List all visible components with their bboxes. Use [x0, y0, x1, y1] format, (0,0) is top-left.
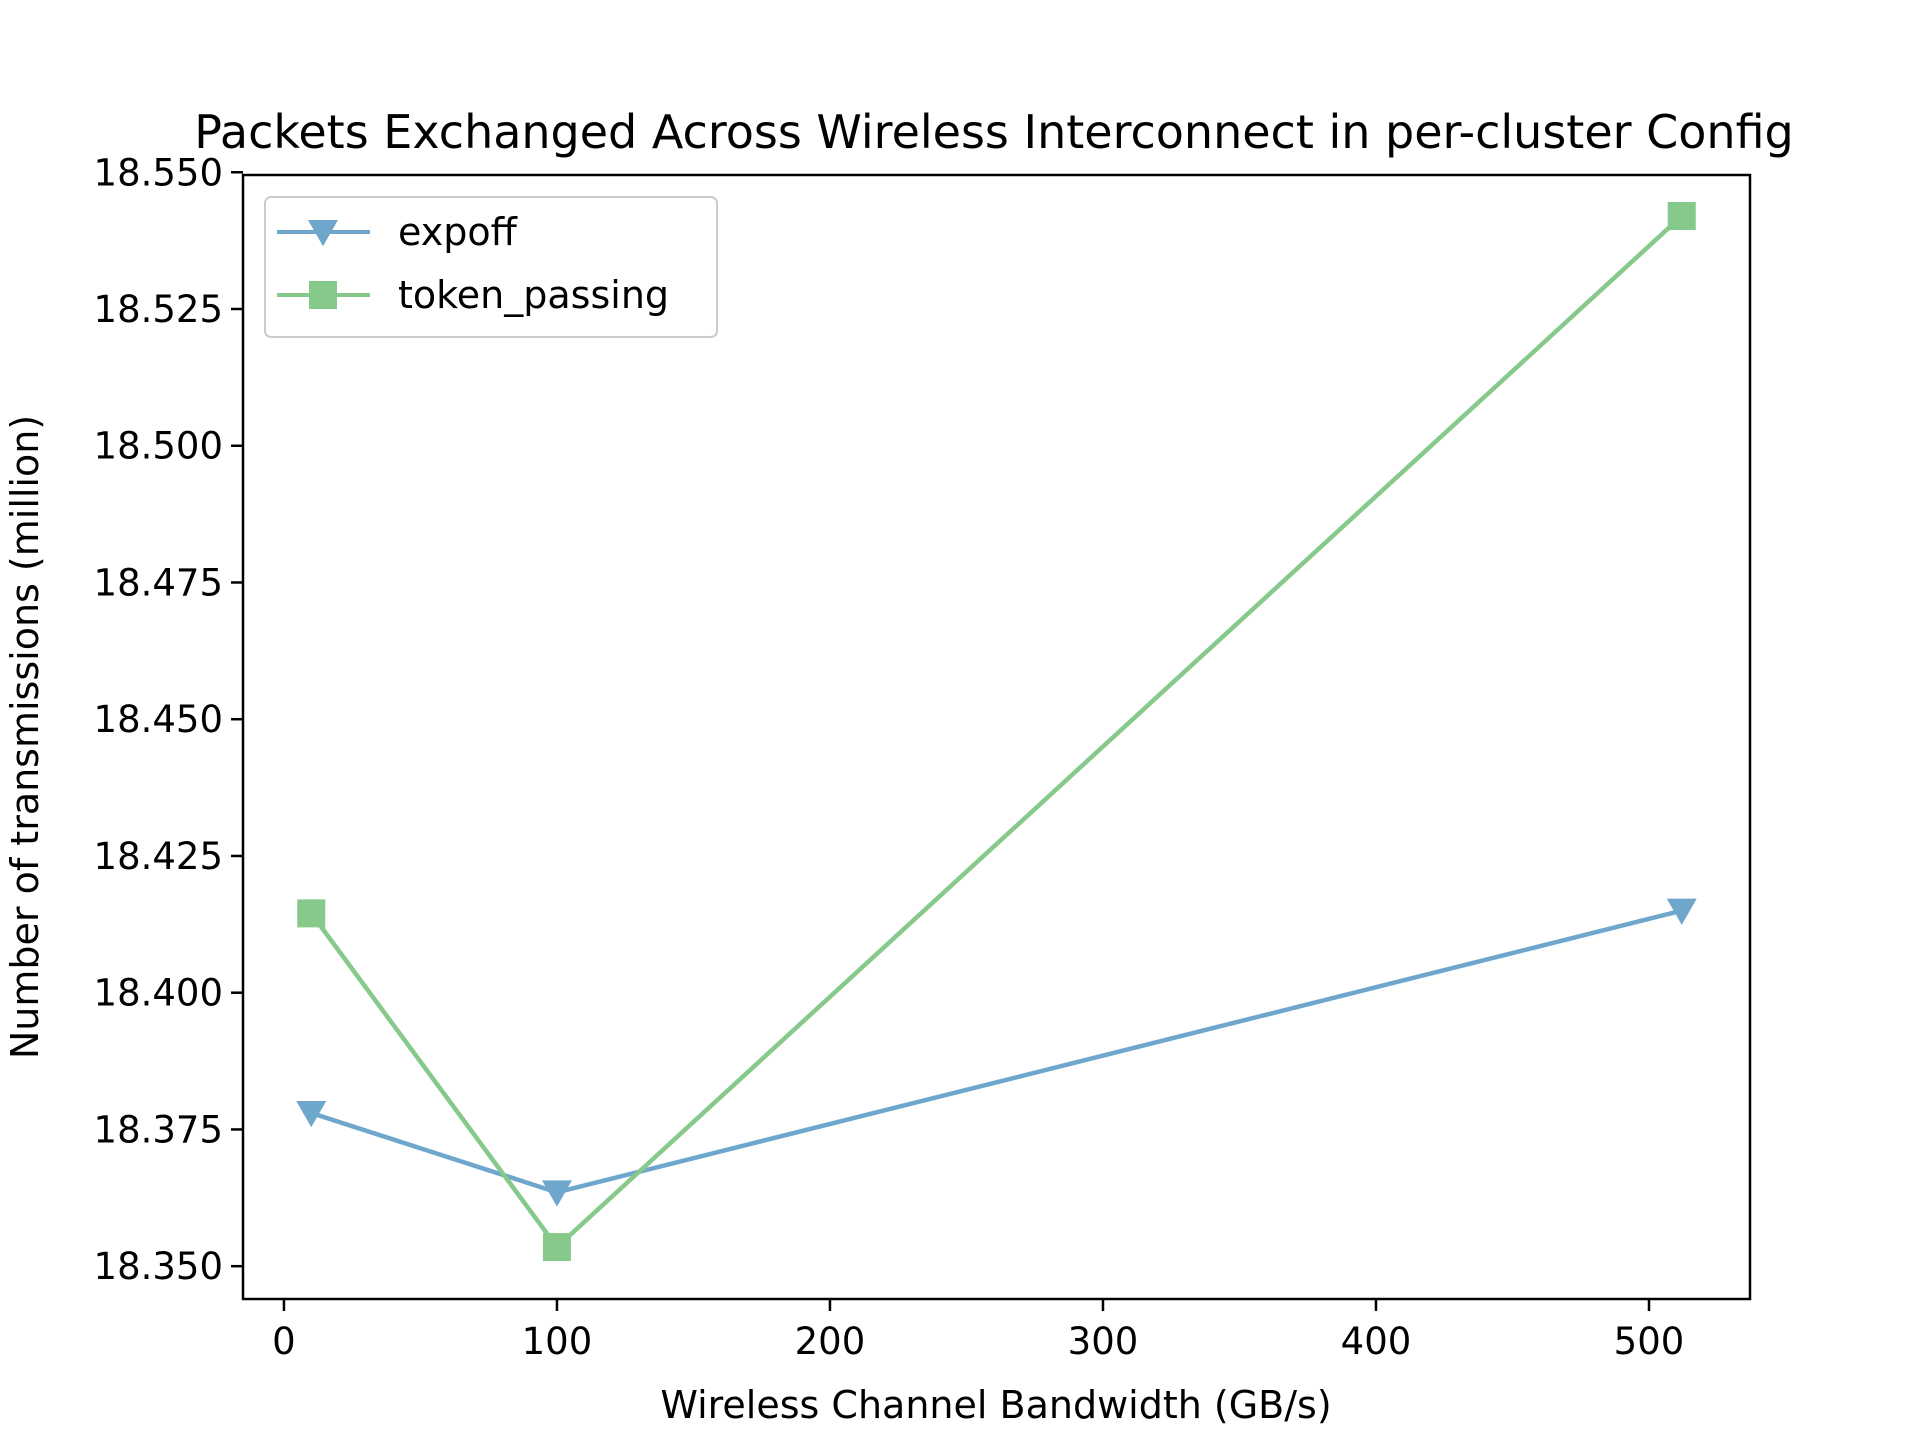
x-tick-label: 400	[1341, 1320, 1412, 1363]
plot-frame	[241, 173, 1752, 1301]
y-tick-label: 18.525	[94, 288, 223, 331]
data-point-token-passing	[542, 1233, 571, 1262]
y-tick-label: 18.450	[94, 698, 223, 741]
x-tick-label: 300	[1068, 1320, 1139, 1363]
legend-marker-token-passing	[309, 281, 337, 309]
x-tick-label: 100	[522, 1320, 593, 1363]
y-tick-label: 18.375	[94, 1108, 223, 1151]
y-axis-label: Number of transmissions (million)	[3, 415, 47, 1059]
y-tick-label: 18.475	[94, 561, 223, 604]
y-tick-label: 18.550	[94, 151, 223, 194]
x-tick-label: 500	[1614, 1320, 1685, 1363]
x-axis: 0 100 200 300 400 500	[272, 1299, 1684, 1363]
y-tick-label: 18.500	[94, 425, 223, 468]
chart-title: Packets Exchanged Across Wireless Interc…	[194, 105, 1794, 159]
data-point-expoff	[296, 1101, 327, 1128]
y-tick-label: 18.400	[94, 972, 223, 1015]
data-point-expoff	[1666, 898, 1697, 925]
y-tick-label: 18.425	[94, 835, 223, 878]
data-point-token-passing	[297, 899, 326, 928]
data-point-expoff	[541, 1180, 572, 1207]
y-axis: 18.350 18.375 18.400 18.425 18.450 18.475 18.5…	[94, 151, 243, 1288]
legend: expoff token_passing	[264, 196, 718, 338]
legend-label-expoff: expoff	[398, 210, 518, 254]
legend-box	[264, 196, 718, 338]
series-line-expoff	[310, 908, 1683, 1195]
plot-series	[296, 202, 1697, 1262]
legend-marker-expoff	[308, 220, 338, 247]
series-line-token-passing	[309, 214, 1684, 1250]
x-tick-label: 200	[795, 1320, 866, 1363]
data-point-token-passing	[1667, 202, 1696, 231]
legend-label-token-passing: token_passing	[398, 273, 669, 317]
y-tick-label: 18.350	[94, 1245, 223, 1288]
x-axis-label: Wireless Channel Bandwidth (GB/s)	[660, 1383, 1331, 1427]
x-tick-label: 0	[272, 1320, 296, 1363]
